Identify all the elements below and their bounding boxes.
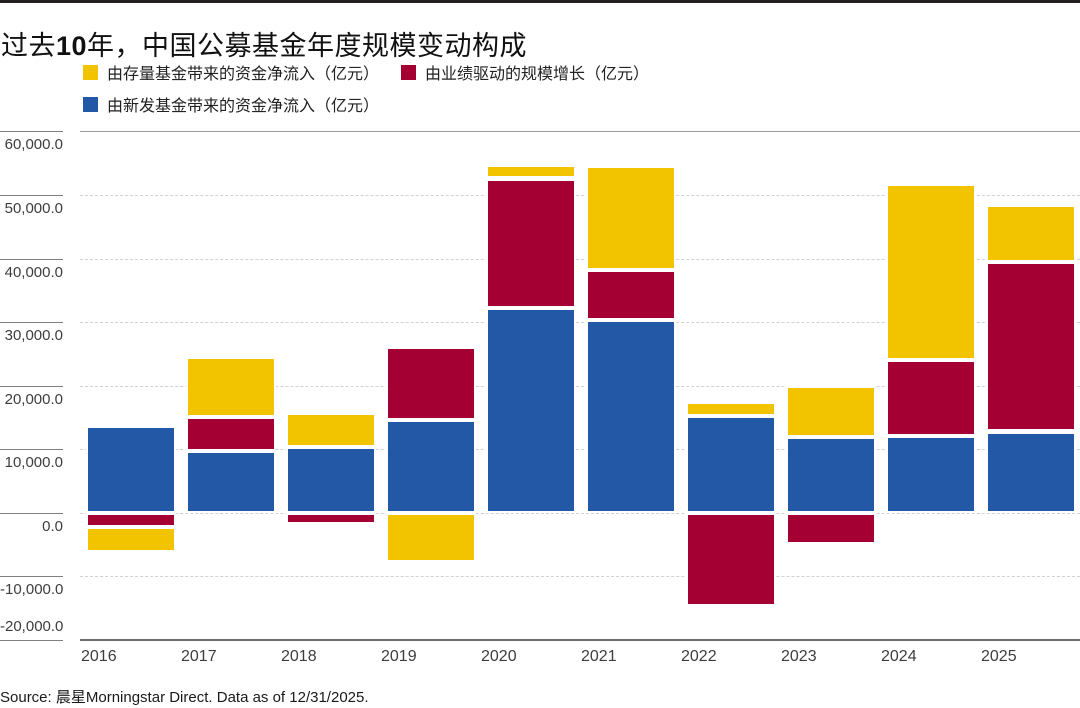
bar-segment-performance-2025 xyxy=(986,261,1076,432)
legend-label: 由业绩驱动的规模增长（亿元） xyxy=(425,66,650,83)
y-axis-tick xyxy=(0,131,63,132)
y-axis-tick xyxy=(0,449,63,450)
y-axis-label: 20,000.0 xyxy=(4,391,63,408)
bar-segment-existing-funds-2019 xyxy=(386,512,476,562)
bar-segment-existing-funds-2016 xyxy=(86,526,176,552)
title-suffix: 年，中国公募基金年度规模变动构成 xyxy=(87,31,528,62)
bar-segment-performance-2022 xyxy=(686,512,776,607)
y-axis-tick xyxy=(0,640,63,641)
bar-segment-existing-funds-2020 xyxy=(486,165,576,179)
bar-segment-performance-2020 xyxy=(486,178,576,309)
y-axis-tick xyxy=(0,195,63,196)
x-axis-label-2019: 2019 xyxy=(381,648,417,665)
bar-segment-existing-funds-2023 xyxy=(786,386,876,438)
plot-top-border xyxy=(80,131,1080,132)
legend-item-existing-funds: 由存量基金带来的资金净流入（亿元） xyxy=(83,60,379,84)
bar-segment-performance-2023 xyxy=(786,512,876,544)
bar-segment-new-funds-2022 xyxy=(686,416,776,513)
x-axis-label-2024: 2024 xyxy=(881,648,917,665)
title-prefix: 过去 xyxy=(1,31,56,62)
y-axis-label: 30,000.0 xyxy=(4,327,63,344)
gridline xyxy=(80,259,1080,260)
x-axis-line xyxy=(80,639,1080,641)
gridline xyxy=(80,322,1080,323)
gridline xyxy=(80,513,1080,514)
bar-segment-existing-funds-2018 xyxy=(286,412,376,447)
x-axis-label-2025: 2025 xyxy=(981,648,1017,665)
x-axis-label-2016: 2016 xyxy=(81,648,117,665)
y-axis-label: 10,000.0 xyxy=(4,454,63,471)
y-axis-label: 50,000.0 xyxy=(4,200,63,217)
bar-segment-performance-2016 xyxy=(86,512,176,527)
legend-label: 由新发基金带来的资金净流入（亿元） xyxy=(107,98,380,115)
y-axis-label: -20,000.0 xyxy=(0,618,64,635)
legend-swatch-blue-icon xyxy=(83,96,98,112)
gridline xyxy=(80,386,1080,387)
bar-segment-new-funds-2021 xyxy=(586,320,676,513)
source-note: Source: 晨星Morningstar Direct. Data as of… xyxy=(0,689,369,706)
top-rule xyxy=(0,0,1080,3)
legend-label: 由存量基金带来的资金净流入（亿元） xyxy=(107,66,380,83)
bar-segment-new-funds-2018 xyxy=(286,446,376,513)
y-axis-label: 60,000.0 xyxy=(4,136,63,153)
y-axis-tick xyxy=(0,386,63,387)
chart-legend: 由存量基金带来的资金净流入（亿元） 由业绩驱动的规模增长（亿元） 由新发基金带来… xyxy=(83,60,833,116)
gridline xyxy=(80,195,1080,196)
gridline xyxy=(80,576,1080,577)
y-axis-tick xyxy=(0,322,63,323)
bar-segment-new-funds-2016 xyxy=(86,426,176,513)
bar-segment-new-funds-2025 xyxy=(986,431,1076,513)
stacked-bar-chart: 60,000.0 50,000.0 40,000.0 30,000.0 20,000.0… xyxy=(0,131,1080,665)
bar-segment-new-funds-2024 xyxy=(886,436,976,513)
bar-segment-performance-2021 xyxy=(586,270,676,321)
bar-segment-existing-funds-2017 xyxy=(186,356,276,417)
bar-segment-performance-2018 xyxy=(286,512,376,525)
bar-segment-existing-funds-2025 xyxy=(986,205,1076,262)
title-number: 10 xyxy=(56,31,88,62)
chart-title: 过去10年，中国公募基金年度规模变动构成 xyxy=(1,24,527,63)
y-axis-tick xyxy=(0,513,63,514)
x-axis-label-2021: 2021 xyxy=(581,648,617,665)
x-axis-label-2023: 2023 xyxy=(781,648,817,665)
x-axis-label-2017: 2017 xyxy=(181,648,217,665)
legend-swatch-red-icon xyxy=(401,64,417,80)
bar-segment-existing-funds-2024 xyxy=(886,184,976,360)
x-axis-label-2020: 2020 xyxy=(481,648,517,665)
bar-segment-new-funds-2023 xyxy=(786,437,876,513)
y-axis-tick xyxy=(0,259,63,260)
bar-segment-performance-2017 xyxy=(186,416,276,452)
legend-swatch-yellow-icon xyxy=(83,64,98,80)
y-axis-label: 0.0 xyxy=(42,518,63,535)
x-axis-label-2022: 2022 xyxy=(681,648,717,665)
y-axis-label: -10,000.0 xyxy=(0,581,64,598)
bar-segment-new-funds-2019 xyxy=(386,420,476,513)
y-axis-tick xyxy=(0,576,63,577)
bar-segment-new-funds-2017 xyxy=(186,451,276,513)
bar-segment-performance-2019 xyxy=(386,347,476,421)
bar-segment-performance-2024 xyxy=(886,359,976,436)
bar-segment-new-funds-2020 xyxy=(486,308,576,513)
bar-segment-existing-funds-2022 xyxy=(686,402,776,417)
legend-item-new-funds: 由新发基金带来的资金净流入（亿元） xyxy=(83,92,379,116)
y-axis-label: 40,000.0 xyxy=(4,264,63,281)
gridline xyxy=(80,449,1080,450)
x-axis-label-2018: 2018 xyxy=(281,648,317,665)
bar-segment-existing-funds-2021 xyxy=(586,165,676,271)
legend-item-performance: 由业绩驱动的规模增长（亿元） xyxy=(401,60,649,84)
